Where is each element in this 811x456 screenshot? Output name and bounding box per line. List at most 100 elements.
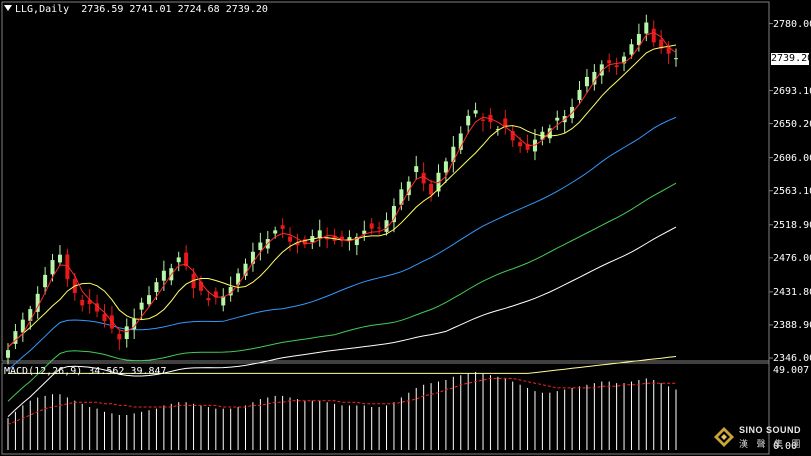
candle-body: [599, 64, 604, 76]
candle-body: [391, 206, 396, 223]
macd-axis-bottom: 0.00: [773, 441, 798, 452]
candle-body: [377, 227, 382, 229]
candle-body: [369, 223, 374, 229]
candle-body: [674, 58, 678, 60]
candle-body: [659, 39, 664, 49]
price-axis-label: 2606.00: [773, 152, 811, 164]
macd-header: MACD(12,26,9) 34.562 39.847: [4, 366, 167, 377]
candle-body: [13, 331, 18, 344]
ma-white-line: [7, 226, 677, 417]
candle-body: [362, 230, 367, 235]
candle-body: [347, 237, 352, 240]
candle-body: [406, 181, 411, 196]
candle-body: [206, 298, 211, 301]
logo-name: SINO SOUND: [739, 425, 802, 435]
candle-body: [154, 282, 159, 293]
candle-body: [273, 230, 278, 234]
candle-body: [622, 56, 627, 64]
candle-body: [117, 334, 122, 340]
candle-body: [176, 257, 181, 263]
candle-body: [228, 287, 233, 296]
price-axis-label: 2518.90: [773, 219, 811, 231]
candle-body: [302, 239, 307, 245]
ma-slow-white-line: [8, 356, 677, 374]
candle-body: [518, 142, 523, 147]
price-axis-label: 2563.10: [773, 185, 811, 197]
candle-body: [139, 302, 144, 310]
symbol-header[interactable]: LLG,Daily 2736.59 2741.01 2724.68 2739.2…: [4, 4, 268, 16]
candle-body: [243, 263, 248, 276]
candle-body: [57, 254, 62, 263]
candle-body: [102, 313, 107, 322]
ma-red-line: [7, 31, 677, 348]
candle-body: [184, 252, 189, 267]
candle-body: [95, 303, 100, 312]
candle-body: [80, 299, 85, 306]
price-axis-label: 2388.90: [773, 319, 811, 331]
price-axis-label: 2780.00: [773, 18, 811, 30]
candle-body: [577, 89, 582, 101]
candle-body: [629, 44, 634, 55]
candle-body: [35, 293, 40, 312]
candle-body: [429, 183, 434, 195]
candle-body: [384, 220, 389, 232]
candles: [6, 14, 678, 365]
candle-body: [510, 131, 515, 141]
candle-body: [325, 237, 330, 240]
candle-body: [87, 299, 92, 304]
candle-body: [221, 296, 226, 306]
candle-body: [124, 326, 129, 340]
candle-body: [161, 270, 166, 281]
candle-body: [213, 291, 218, 298]
ma-green-line: [7, 182, 677, 402]
dropdown-triangle-icon[interactable]: [4, 5, 12, 11]
candle-body: [525, 143, 530, 150]
candle-body: [288, 236, 293, 242]
price-axis-label: 2476.00: [773, 252, 811, 264]
candle-body: [50, 260, 55, 275]
candle-body: [317, 230, 322, 238]
candle-body: [414, 166, 419, 172]
candle-body: [147, 295, 152, 305]
candle-body: [473, 110, 478, 114]
price-axis-label: 2650.20: [773, 118, 811, 130]
candle-body: [666, 47, 671, 54]
candle-body: [651, 28, 656, 43]
candle-body: [399, 189, 404, 205]
price-axis-label: 2431.80: [773, 286, 811, 298]
candle-body: [614, 65, 619, 68]
candle-body: [340, 236, 344, 241]
candle-body: [258, 242, 263, 250]
current-price-box: 2739.20: [771, 53, 811, 65]
candle-body: [436, 172, 441, 192]
candle-body: [191, 273, 196, 289]
candle-body: [495, 129, 500, 131]
sino-sound-logo: SINO SOUND 漢 聲 集 團: [713, 424, 809, 452]
candle-body: [451, 146, 456, 163]
candle-body: [636, 33, 641, 45]
candle-body: [65, 254, 70, 280]
price-axis-label: 2693.10: [773, 85, 811, 97]
price-axis-label: 2346.00: [773, 353, 811, 364]
candle-body: [592, 71, 597, 85]
logo-diamond-icon: [714, 427, 734, 447]
macd-signal-line: [7, 377, 676, 425]
logo-chinese: 漢 聲 集 團: [739, 439, 804, 449]
macd-histogram: [7, 372, 677, 450]
ma-blue-line: [7, 116, 677, 371]
candle-body: [466, 115, 471, 126]
candle-body: [6, 350, 10, 358]
candle-body: [280, 225, 285, 229]
candle-body: [503, 118, 508, 127]
candle-body: [421, 172, 426, 184]
macd-axis-top: 49.007: [773, 365, 810, 376]
symbol-label: LLG,Daily: [15, 4, 70, 15]
candle-body: [547, 128, 552, 139]
ma-yellow-line: [7, 44, 677, 348]
candle-body: [584, 76, 589, 87]
candle-body: [132, 318, 137, 330]
candle-body: [644, 22, 649, 34]
price-axis-ticks: [769, 23, 773, 359]
candle-body: [607, 60, 612, 64]
